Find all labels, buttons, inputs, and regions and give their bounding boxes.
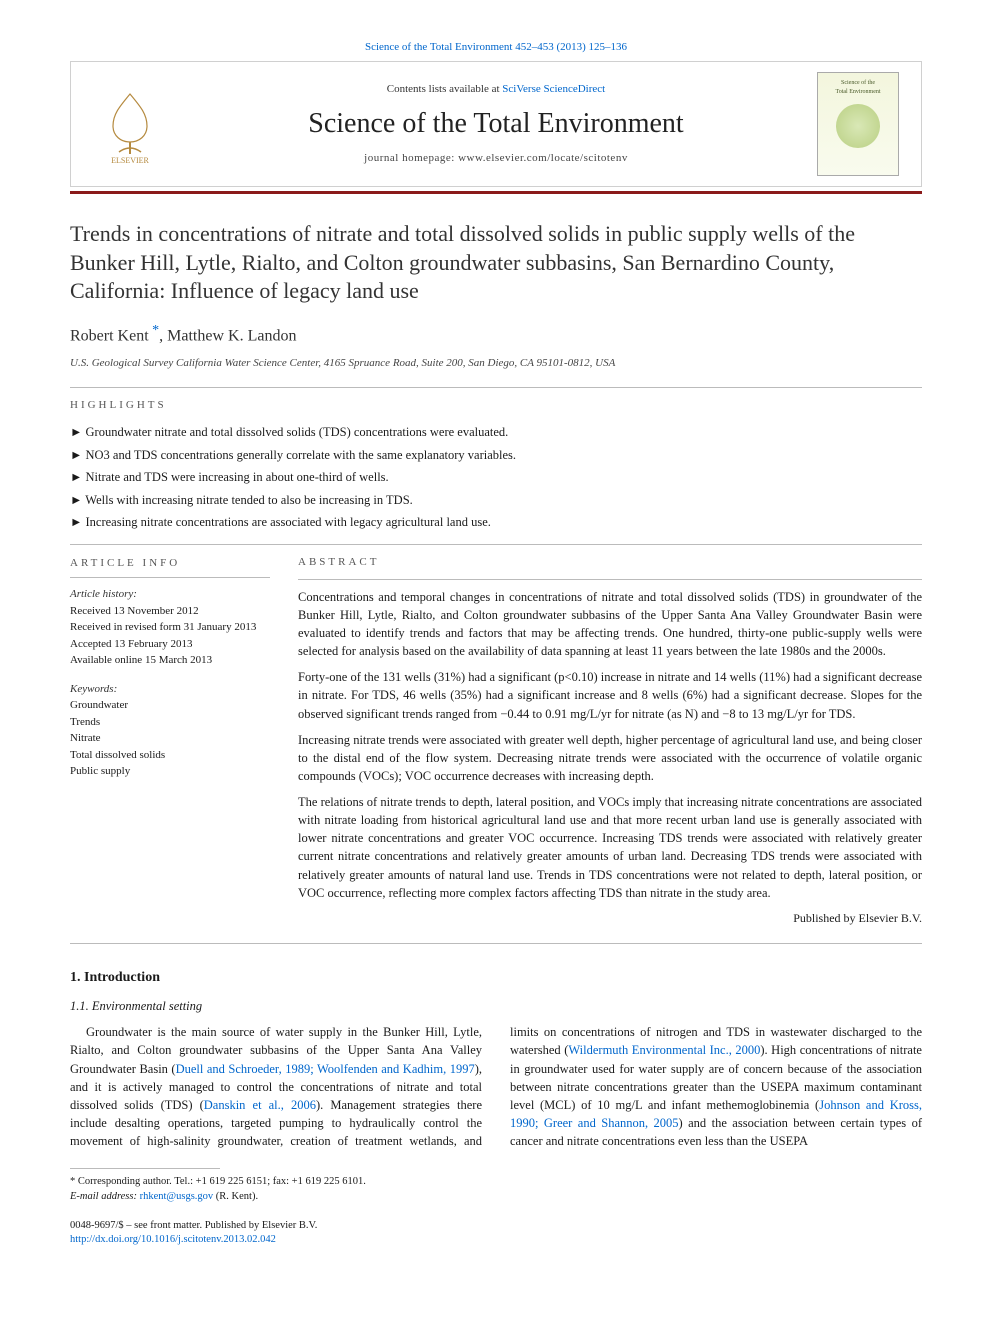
copyright-line: 0048-9697/$ – see front matter. Publishe…: [70, 1219, 922, 1234]
keyword: Public supply: [70, 763, 270, 780]
journal-title: Science of the Total Environment: [175, 104, 817, 143]
intro-body: Groundwater is the main source of water …: [70, 1023, 922, 1150]
publisher-name: ELSEVIER: [111, 156, 149, 164]
red-divider: [70, 191, 922, 194]
corresponding-marker: *: [149, 323, 160, 338]
highlight-item: Groundwater nitrate and total dissolved …: [70, 421, 922, 444]
highlight-item: Wells with increasing nitrate tended to …: [70, 489, 922, 512]
article-title: Trends in concentrations of nitrate and …: [70, 220, 922, 304]
abstract-paragraph: Concentrations and temporal changes in c…: [298, 588, 922, 661]
abstract-paragraph: Increasing nitrate trends were associate…: [298, 731, 922, 785]
journal-masthead: ELSEVIER Contents lists available at Sci…: [70, 61, 922, 187]
article-info-heading: ARTICLE INFO: [70, 555, 270, 572]
contents-lists-line: Contents lists available at SciVerse Sci…: [175, 82, 817, 97]
highlights-list: Groundwater nitrate and total dissolved …: [70, 421, 922, 534]
divider: [70, 943, 922, 944]
copyright-block: 0048-9697/$ – see front matter. Publishe…: [70, 1219, 922, 1248]
email-label: E-mail address:: [70, 1191, 140, 1202]
divider: [70, 387, 922, 388]
history-label: Article history:: [70, 586, 270, 603]
highlights-heading: HIGHLIGHTS: [70, 398, 922, 413]
publisher-logo: ELSEVIER: [85, 84, 175, 164]
author-list: Robert Kent *, Matthew K. Landon: [70, 321, 922, 348]
journal-homepage: journal homepage: www.elsevier.com/locat…: [175, 151, 817, 166]
abstract-paragraph: Forty-one of the 131 wells (31%) had a s…: [298, 668, 922, 722]
sciverse-link[interactable]: SciVerse ScienceDirect: [502, 83, 605, 95]
keyword: Trends: [70, 714, 270, 731]
cover-title: Science of theTotal Environment: [818, 79, 898, 96]
keyword: Nitrate: [70, 730, 270, 747]
keyword: Total dissolved solids: [70, 747, 270, 764]
running-head: Science of the Total Environment 452–453…: [70, 40, 922, 55]
journal-cover-thumb: Science of theTotal Environment: [817, 72, 907, 176]
elsevier-tree-icon: ELSEVIER: [95, 84, 165, 164]
published-by: Published by Elsevier B.V.: [298, 910, 922, 927]
section-1-1-heading: 1.1. Environmental setting: [70, 998, 922, 1016]
history-line: Received in revised form 31 January 2013: [70, 619, 270, 636]
article-info-column: ARTICLE INFO Article history: Received 1…: [70, 555, 270, 927]
section-1-heading: 1. Introduction: [70, 968, 922, 988]
history-line: Received 13 November 2012: [70, 603, 270, 620]
highlight-item: Nitrate and TDS were increasing in about…: [70, 466, 922, 489]
footnote-divider: [70, 1168, 220, 1169]
citation-link[interactable]: Duell and Schroeder, 1989; Woolfenden an…: [176, 1062, 475, 1076]
citation-link[interactable]: Wildermuth Environmental Inc., 2000: [568, 1043, 760, 1057]
history-line: Available online 15 March 2013: [70, 652, 270, 669]
highlight-item: NO3 and TDS concentrations generally cor…: [70, 444, 922, 467]
corresponding-author-footnote: * Corresponding author. Tel.: +1 619 225…: [70, 1175, 922, 1204]
doi-link[interactable]: http://dx.doi.org/10.1016/j.scitotenv.20…: [70, 1234, 276, 1245]
divider: [70, 544, 922, 545]
history-line: Accepted 13 February 2013: [70, 636, 270, 653]
abstract-paragraph: The relations of nitrate trends to depth…: [298, 793, 922, 902]
author-affiliation: U.S. Geological Survey California Water …: [70, 356, 922, 371]
abstract-column: ABSTRACT Concentrations and temporal cha…: [298, 555, 922, 927]
divider: [298, 579, 922, 580]
citation-link[interactable]: Danskin et al., 2006: [204, 1098, 316, 1112]
divider: [70, 577, 270, 578]
highlight-item: Increasing nitrate concentrations are as…: [70, 511, 922, 534]
running-head-link[interactable]: Science of the Total Environment 452–453…: [365, 41, 627, 53]
cover-graphic-icon: [836, 104, 880, 148]
author-email-link[interactable]: rhkent@usgs.gov: [140, 1191, 214, 1202]
abstract-heading: ABSTRACT: [298, 555, 922, 571]
keywords-label: Keywords:: [70, 681, 270, 698]
keyword: Groundwater: [70, 697, 270, 714]
